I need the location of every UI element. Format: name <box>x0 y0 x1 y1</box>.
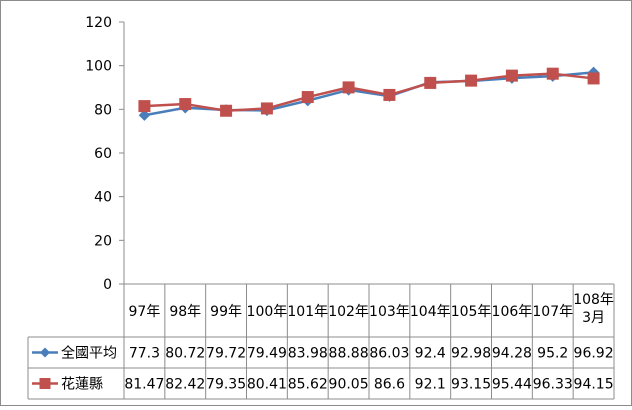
x-tick-label-line: 3月 <box>582 310 605 326</box>
table-value: 83.98 <box>288 346 328 362</box>
table-value: 95.44 <box>492 377 532 393</box>
table-value: 90.05 <box>329 377 369 393</box>
table-value: 79.49 <box>247 346 287 362</box>
table-value: 81.47 <box>124 377 164 393</box>
axes <box>119 21 125 285</box>
table-value: 86.03 <box>369 346 409 362</box>
table-value: 80.41 <box>247 377 287 393</box>
data-table: 97年 98年 99年 100年 101年 102年 103年 104年 105年 106年 107… <box>27 283 615 400</box>
x-tick-label: 108年 3月 <box>573 292 614 326</box>
data-point-square <box>546 67 559 80</box>
y-tick-label: 60 <box>94 146 112 162</box>
data-point-square <box>383 88 396 101</box>
legend-label: 花蓮縣 <box>61 377 103 393</box>
data-point-square <box>138 100 151 113</box>
table-value: 79.35 <box>206 377 246 393</box>
x-tick-label: 101年 <box>287 304 328 320</box>
table-value: 80.72 <box>165 346 205 362</box>
table-value: 79.72 <box>206 346 246 362</box>
data-point-square <box>301 91 314 104</box>
data-point-square <box>342 81 355 94</box>
y-tick-label: 80 <box>94 102 112 118</box>
series-group <box>138 66 600 121</box>
table-value: 88.88 <box>329 346 369 362</box>
x-tick-label: 103年 <box>369 304 410 320</box>
x-tick-label: 99年 <box>210 304 242 320</box>
x-tick-label: 104年 <box>410 304 451 320</box>
legend-label: 全國平均 <box>61 345 117 362</box>
table-value: 96.92 <box>574 346 614 362</box>
x-tick-label: 102年 <box>328 304 369 320</box>
y-tick-label: 100 <box>85 59 112 75</box>
data-point-square <box>505 69 518 82</box>
table-value: 95.2 <box>537 346 568 362</box>
data-point-square <box>465 74 478 87</box>
y-tick-labels: 0 20 40 60 80 100 120 <box>85 15 112 293</box>
legend-key-square <box>39 378 51 389</box>
x-tick-label-line: 108年 <box>573 292 614 308</box>
x-tick-label: 105年 <box>451 304 492 320</box>
table-value: 94.15 <box>574 377 614 393</box>
data-point-square <box>260 102 273 115</box>
table-value: 82.42 <box>165 377 205 393</box>
table-value: 92.1 <box>415 377 446 393</box>
data-point-diamond <box>138 109 151 121</box>
x-tick-label: 100年 <box>247 304 288 320</box>
table-value: 93.15 <box>451 377 491 393</box>
data-point-square <box>220 104 233 117</box>
data-point-square <box>587 72 600 85</box>
y-tick-label: 120 <box>85 15 112 31</box>
table-value: 92.98 <box>451 346 491 362</box>
table-value: 85.62 <box>288 377 328 393</box>
data-point-square <box>424 76 437 89</box>
data-point-square <box>179 98 192 111</box>
y-tick-label: 20 <box>94 233 112 249</box>
x-tick-label: 98年 <box>169 304 201 320</box>
y-tick-label: 40 <box>94 190 112 206</box>
table-value: 92.4 <box>415 346 446 362</box>
x-tick-label: 97年 <box>129 304 161 320</box>
legend-key-diamond <box>40 347 50 358</box>
table-value: 86.6 <box>374 377 405 393</box>
x-tick-label: 106年 <box>492 304 533 320</box>
x-tick-label: 107年 <box>532 304 573 320</box>
series-line <box>144 72 594 113</box>
table-value: 96.33 <box>533 377 573 393</box>
table-value: 77.3 <box>129 346 160 362</box>
table-value: 94.28 <box>492 346 532 362</box>
y-tick-label: 0 <box>103 277 112 293</box>
